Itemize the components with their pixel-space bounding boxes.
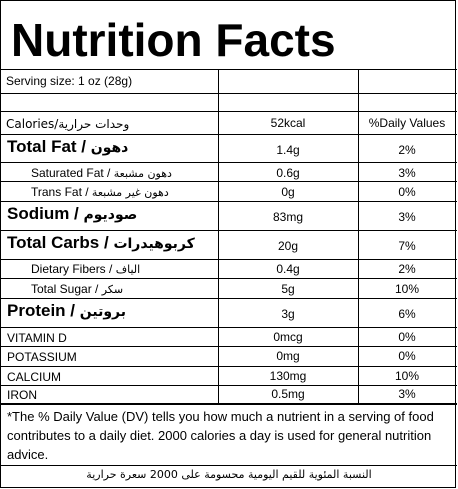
divider [1,69,457,70]
divider [1,278,457,279]
daily-values-header: %Daily Values [368,116,446,130]
daily-value-footnote-arabic: النسبة المئوية للقيم اليومية محسومة على … [86,468,372,481]
nutrient-protein: Protein / بروتين [7,301,126,320]
divider [1,327,457,328]
column-divider [218,69,219,403]
value-sodium: 83mg [272,210,304,224]
divider [1,93,457,94]
column-divider [358,69,359,403]
nutrient-dietary-fibers: Dietary Fibers / الياف [31,262,141,276]
dv-calcium: 10% [394,369,420,383]
divider [1,162,457,163]
value-protein: 3g [281,307,295,321]
divider [1,230,457,231]
divider [1,366,457,367]
nutrient-total-carbs: Total Carbs / كربوهيدرات [7,233,195,252]
dv-total-carbs: 7% [398,239,416,253]
divider [1,111,457,112]
value-total-fat: 1.4g [276,143,300,157]
dv-potassium: 0% [398,349,416,363]
value-dietary-fibers: 0.4g [276,262,300,276]
divider [1,134,457,135]
value-iron: 0.5mg [271,387,305,401]
nutrient-trans-fat: Trans Fat / دهون غير مشبعة [31,185,169,199]
calories-value: 52kcal [270,116,306,130]
value-saturated-fat: 0.6g [276,166,300,180]
calories-label: Calories/وحدات حرارية [6,117,130,131]
dv-vitamin-d: 0% [398,330,416,344]
divider [1,181,457,182]
value-total-sugar: 5g [281,282,295,296]
dv-total-sugar: 10% [394,282,420,296]
divider [1,346,457,347]
dv-protein: 6% [398,307,416,321]
divider [1,385,457,386]
value-trans-fat: 0g [281,185,295,199]
value-vitamin-d: 0mcg [273,330,303,344]
value-total-carbs: 20g [277,239,299,253]
nutrient-total-fat: Total Fat / دهون [7,137,129,156]
nutrient-sodium: Sodium / صوديوم [7,204,138,223]
divider [1,403,457,405]
value-calcium: 130mg [269,369,307,383]
dv-total-fat: 2% [398,143,416,157]
divider [1,298,457,299]
nutrient-total-sugar: Total Sugar / سكر [31,282,124,296]
divider [1,259,457,260]
dv-saturated-fat: 3% [398,166,416,180]
daily-value-footnote: *The % Daily Value (DV) tells you how mu… [7,409,434,462]
dv-dietary-fibers: 2% [398,262,416,276]
nutrient-saturated-fat: Saturated Fat / دهون مشبعة [31,166,172,180]
nutrient-iron: IRON [7,388,37,402]
nutrient-potassium: POTASSIUM [7,350,77,364]
nutrient-vitamin-d: VITAMIN D [7,331,67,345]
value-potassium: 0mg [276,349,300,363]
dv-trans-fat: 0% [398,185,416,199]
dv-iron: 3% [398,387,416,401]
divider [1,201,457,202]
serving-size: Serving size: 1 oz (28g) [6,74,133,88]
label-title: Nutrition Facts [11,14,336,66]
dv-sodium: 3% [398,210,416,224]
divider [1,465,457,466]
nutrient-calcium: CALCIUM [7,370,62,384]
